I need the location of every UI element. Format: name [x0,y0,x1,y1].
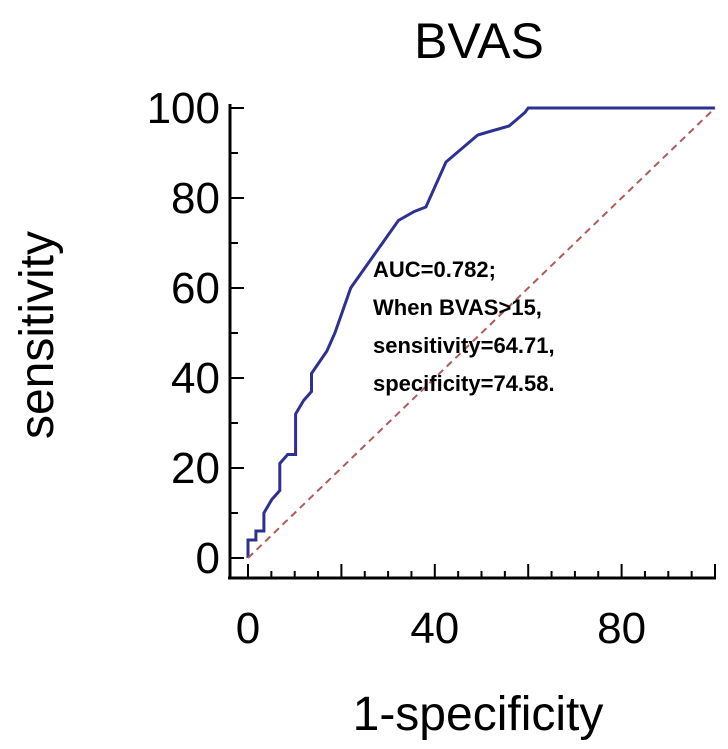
x-tick-label: 0 [236,604,260,653]
x-tick-label: 40 [410,604,459,653]
y-tick-label: 20 [171,444,220,493]
y-tick-label: 60 [171,264,220,313]
annotation-line: AUC=0.782; [373,257,496,282]
x-axis-label: 1-specificity [353,688,604,741]
x-axis-ticks: 0 40 80 [236,564,716,653]
y-tick-label: 40 [171,354,220,403]
reference-diagonal-line [247,107,716,559]
annotation-line: When BVAS>15, [373,295,542,320]
x-tick-label: 80 [597,604,646,653]
annotation-line: sensitivity=64.71, [373,333,555,358]
y-tick-label: 100 [147,84,220,133]
y-tick-label: 0 [196,534,220,583]
y-tick-label: 80 [171,174,220,223]
annotation-line: specificity=74.58. [373,371,555,396]
y-axis-ticks: 0 20 40 60 80 100 [147,84,244,583]
chart-title: BVAS [414,13,544,69]
roc-curve [246,106,715,558]
y-axis-label: sensitivity [11,231,64,439]
series-layer [246,106,716,559]
auc-annotation: AUC=0.782; When BVAS>15, sensitivity=64.71… [373,257,555,396]
